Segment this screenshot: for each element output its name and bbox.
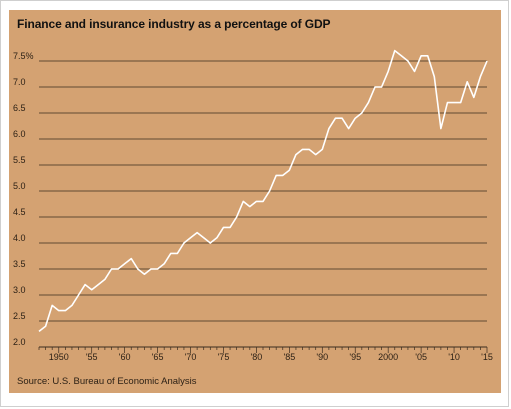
x-tick-label: '05	[415, 352, 427, 362]
y-tick-label: 4.5	[13, 207, 26, 217]
x-tick-label: 1950	[49, 352, 69, 362]
gridlines	[39, 60, 487, 348]
y-tick-label: 2.5	[13, 311, 26, 321]
series-line	[38, 49, 488, 333]
y-tick-label: 4.0	[13, 233, 26, 243]
source-note: Source: U.S. Bureau of Economic Analysis	[17, 376, 197, 387]
y-tick-label: 5.5	[13, 155, 26, 165]
x-tick-label: '90	[316, 352, 328, 362]
x-tick-label: '60	[119, 352, 131, 362]
chart-title: Finance and insurance industry as a perc…	[17, 17, 331, 31]
y-tick-label: 7.0	[13, 77, 26, 87]
x-tick-label: '95	[349, 352, 361, 362]
y-tick-label: 6.0	[13, 129, 26, 139]
line-chart: 7.5% 7.0 6.5 6.0 5.5 5.0 4.5 4.0 3.5 3.0 2.5 2.0 19…	[13, 49, 493, 362]
y-tick-label: 3.5	[13, 259, 26, 269]
chart-panel: Finance and insurance industry as a perc…	[9, 10, 501, 393]
y-tick-label: 3.0	[13, 285, 26, 295]
x-ticks	[38, 347, 488, 353]
x-tick-labels: 1950 '55 '60 '65 '70 '75 '80 '85 '90 '95 2000 '05 '1…	[49, 352, 493, 362]
x-tick-label: '65	[152, 352, 164, 362]
x-tick-label: '70	[185, 352, 197, 362]
y-tick-labels: 7.5% 7.0 6.5 6.0 5.5 5.0 4.5 4.0 3.5 3.0 2.5 2.0	[13, 51, 34, 347]
y-tick-label: 2.0	[13, 337, 26, 347]
y-tick-label: 7.5%	[13, 51, 34, 61]
x-tick-label: '15	[481, 352, 493, 362]
y-tick-label: 5.0	[13, 181, 26, 191]
x-tick-label: '55	[86, 352, 98, 362]
x-tick-label: '10	[448, 352, 460, 362]
x-tick-label: '75	[218, 352, 230, 362]
x-tick-label: 2000	[378, 352, 398, 362]
x-tick-label: '80	[251, 352, 263, 362]
x-tick-label: '85	[283, 352, 295, 362]
y-tick-label: 6.5	[13, 103, 26, 113]
